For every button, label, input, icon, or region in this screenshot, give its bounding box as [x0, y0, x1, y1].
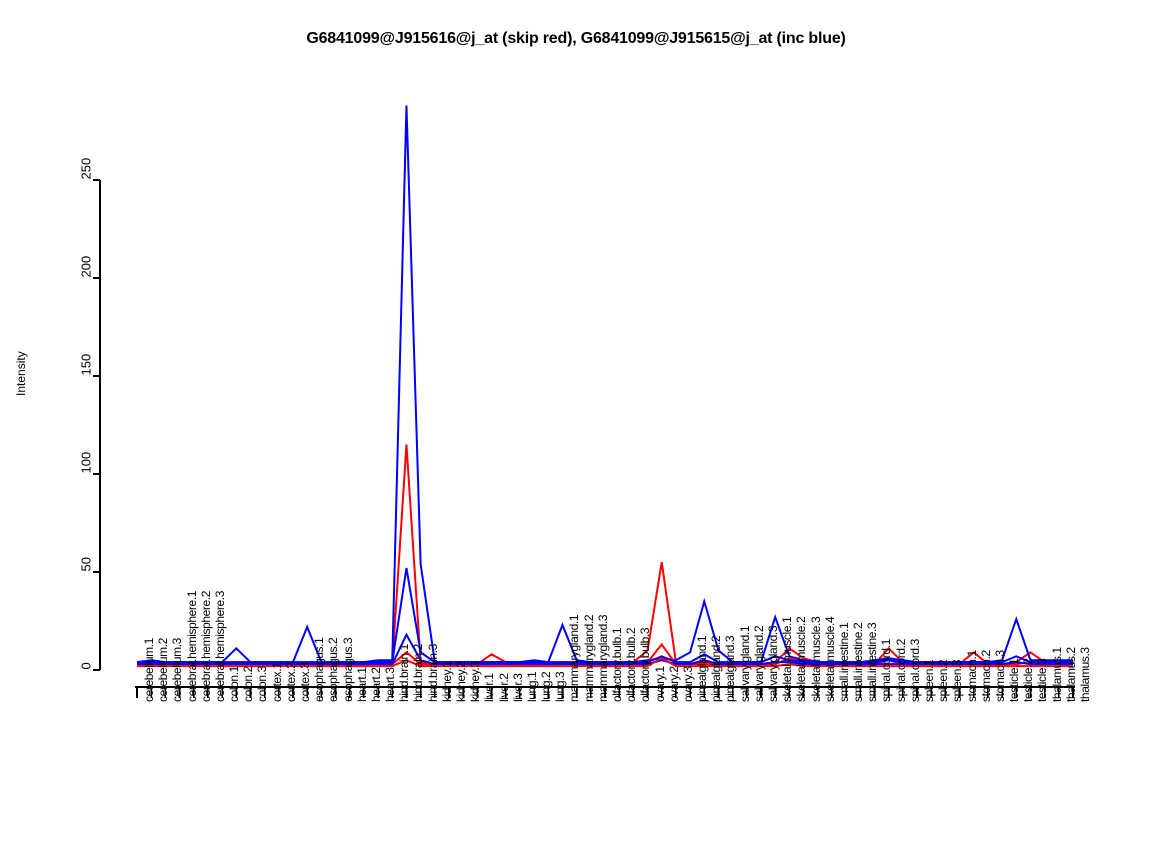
- x-tick-label: liver.2: [496, 673, 511, 702]
- x-tick-label: thalamus.1: [1049, 647, 1064, 702]
- x-tick-label: cortex.3: [298, 662, 312, 703]
- x-tick-label: ovary.1: [652, 666, 667, 702]
- x-tick-label: testicle.3: [1035, 658, 1050, 702]
- x-tick-label: skeletal.muscle.3: [808, 616, 823, 702]
- x-tick-label: spleen.3: [950, 659, 965, 702]
- x-tick-label: heart.1: [354, 667, 369, 702]
- x-tick-label: testicle.1: [1007, 658, 1022, 702]
- page-title: G6841099@J915616@j_at (skip red), G68410…: [306, 30, 846, 47]
- x-tick-label: cerebellum.3: [170, 638, 185, 702]
- x-tick-label: esophagus.3: [340, 637, 355, 702]
- x-tick-label: small.intestine.3: [865, 622, 880, 702]
- x-tick-label: pinealgland.3: [723, 635, 738, 702]
- series-line: [136, 105, 1073, 664]
- x-tick-label: olfactory.bulb.2: [624, 627, 639, 702]
- x-tick-label: thalamus.3: [1078, 647, 1092, 702]
- x-tick-label: cerebral.hemisphere.2: [198, 591, 213, 702]
- data-series-group: [136, 105, 1074, 668]
- x-tick-label: skeletal.muscle.4: [822, 616, 837, 702]
- series-line: [137, 632, 1073, 666]
- x-tick-label: lung.2: [539, 671, 554, 702]
- x-tick-label: mammarygland.3: [595, 614, 610, 702]
- x-tick-label: salivary.gland.1: [737, 625, 752, 702]
- x-tick-label: spleen.2: [936, 659, 951, 702]
- x-tick-label: pinealgland.1: [695, 635, 710, 702]
- x-tick-label: colon.1: [227, 666, 242, 702]
- x-tick-label: olfactory.bulb.1: [610, 627, 624, 702]
- x-tick-label: stomach.2: [978, 650, 993, 702]
- x-tick-label: spleen.1: [922, 659, 936, 702]
- series-line: [137, 567, 1073, 664]
- x-tick-label: kidney.1: [439, 661, 454, 702]
- x-tick-label: cerebellum.1: [142, 638, 156, 702]
- x-tick-label: heart.2: [368, 667, 383, 702]
- x-tick-label: heart.3: [383, 667, 398, 702]
- x-tick-label: salivary.gland.2: [751, 625, 766, 702]
- x-tick-label: ovary.3: [680, 666, 695, 702]
- x-tick-label: kidney.2: [454, 661, 468, 702]
- x-tick-label: spinal.cord.2: [893, 639, 908, 702]
- x-tick-label: lung.3: [553, 671, 568, 702]
- x-tick-label: hind.brain.3: [425, 644, 440, 702]
- x-tick-label: skeletal.muscle.2: [794, 616, 809, 702]
- x-tick-label: testicle.2: [1021, 658, 1036, 702]
- x-tick-label: salivary.gland.3: [766, 625, 780, 702]
- x-tick-label: olfactory.bulb.3: [638, 627, 653, 702]
- x-tick-label: mammarygland.2: [581, 614, 596, 702]
- x-tick-label: kidney.3: [468, 661, 483, 702]
- x-tick-label: stomach.1: [964, 650, 979, 702]
- x-tick-label: spinal.cord.3: [907, 639, 922, 702]
- x-tick-label: cortex.2: [283, 662, 298, 703]
- x-tick-label: liver.1: [482, 673, 497, 702]
- y-axis: [93, 179, 101, 671]
- x-tick-label: skeletal.muscle.1: [780, 616, 795, 702]
- x-tick-label: spinal.cord.1: [879, 639, 894, 702]
- x-tick-label: cerebral.hemisphere.3: [212, 591, 227, 702]
- x-tick-label: cerebral.hemisphere.1: [184, 591, 199, 702]
- x-tick-label: ovary.2: [666, 666, 681, 702]
- x-tick-label: small.intestine.1: [836, 622, 851, 702]
- x-axis: [135, 686, 1075, 698]
- x-tick-label: pinealgland.2: [709, 635, 724, 702]
- x-tick-label: cortex.1: [269, 662, 284, 703]
- x-tick-label: liver.3: [510, 673, 525, 702]
- x-tick-label: small.intestine.2: [851, 622, 866, 702]
- x-tick-label: cerebellum.2: [156, 638, 171, 702]
- x-tick-label: stomach.3: [992, 650, 1007, 702]
- x-tick-label: hind.brain.1: [397, 644, 412, 702]
- x-tick-label: colon.3: [255, 666, 270, 702]
- x-tick-label: hind.brain.2: [411, 644, 426, 702]
- x-tick-label: esophagus.2: [326, 637, 341, 702]
- x-tick-label: mammarygland.1: [567, 614, 582, 702]
- x-tick-label: thalamus.2: [1063, 647, 1078, 702]
- x-tick-label: esophagus.1: [312, 637, 327, 702]
- x-tick-label: colon.2: [241, 666, 256, 702]
- x-tick-label: lung.1: [524, 671, 539, 702]
- series-line: [137, 657, 1073, 668]
